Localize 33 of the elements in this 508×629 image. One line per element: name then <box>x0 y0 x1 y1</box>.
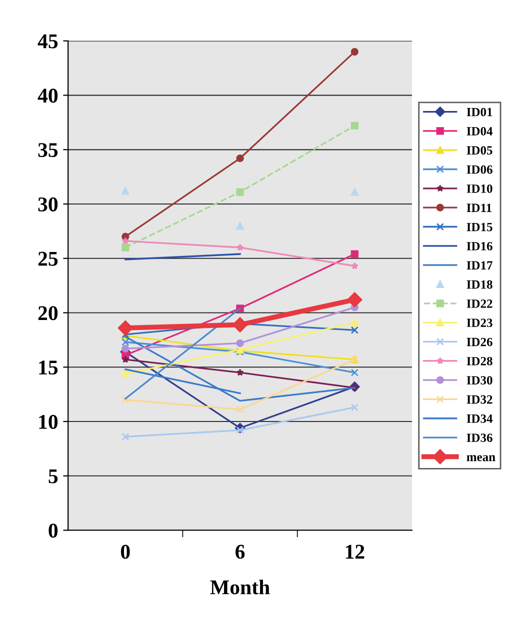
legend-label: ID11 <box>466 204 492 212</box>
x-axis-title: Month <box>210 580 270 594</box>
y-tick-label: 15 <box>39 360 58 375</box>
y-tick-label: 25 <box>38 252 58 266</box>
x-tick-label: 0 <box>120 544 130 559</box>
x-tick-label: 12 <box>346 544 364 559</box>
legend-label: ID10 <box>466 184 492 193</box>
y-tick-label: 35 <box>38 143 58 158</box>
y-tick-label: 45 <box>38 34 58 48</box>
legend-label: ID01 <box>466 108 492 116</box>
legend-label: ID04 <box>466 127 493 136</box>
legend-label: ID30 <box>466 376 492 385</box>
legend-label: ID22 <box>466 299 492 308</box>
legend-label: ID16 <box>466 242 492 250</box>
legend-label: ID36 <box>466 434 492 442</box>
x-tick-label: 6 <box>236 544 245 559</box>
y-tick-label: 20 <box>38 306 58 320</box>
legend-label: ID17 <box>466 261 492 270</box>
y-tick-label: 0 <box>48 524 58 538</box>
y-tick-label: 10 <box>39 414 58 429</box>
legend-label: ID28 <box>466 356 492 366</box>
legend-label: mean <box>466 455 496 462</box>
legend-label: ID06 <box>466 165 492 174</box>
legend-label: ID15 <box>466 222 492 232</box>
legend-label: ID32 <box>466 395 492 404</box>
legend-label: ID05 <box>466 146 492 155</box>
legend-label: ID18 <box>466 280 492 289</box>
y-tick-label: 30 <box>38 197 58 212</box>
y-tick-label: 5 <box>48 469 58 484</box>
legend-label: ID34 <box>466 414 493 423</box>
y-tick-label: 40 <box>38 88 58 103</box>
legend-label: ID26 <box>466 338 492 346</box>
legend-label: ID23 <box>466 318 492 328</box>
